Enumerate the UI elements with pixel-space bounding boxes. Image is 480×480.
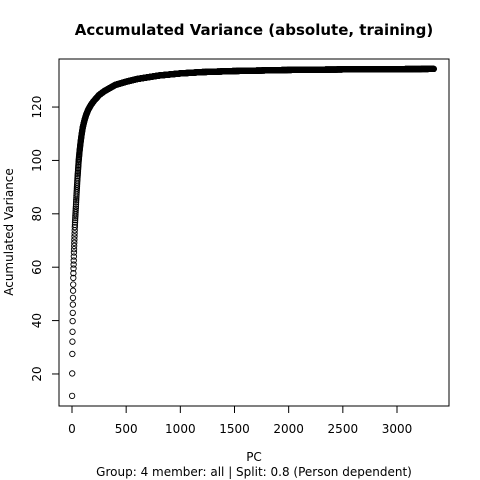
data-point bbox=[69, 350, 76, 358]
data-point bbox=[70, 249, 78, 256]
y-tick-label: 20 bbox=[30, 366, 44, 381]
data-point bbox=[68, 392, 76, 400]
data-point bbox=[70, 246, 78, 253]
data-point bbox=[72, 198, 80, 206]
x-tick-label: 1500 bbox=[219, 422, 250, 436]
x-tick-label: 1000 bbox=[165, 422, 196, 436]
data-point bbox=[71, 224, 78, 231]
x-axis-label: PC bbox=[246, 450, 262, 464]
x-tick-label: 3000 bbox=[382, 422, 413, 436]
data-point bbox=[73, 196, 80, 204]
data-point bbox=[69, 287, 77, 294]
data-point bbox=[70, 265, 77, 272]
y-axis: 20 40 60 80 100 120 bbox=[30, 96, 60, 382]
data-point bbox=[70, 281, 77, 288]
data-point bbox=[69, 301, 77, 308]
x-tick-label: 2500 bbox=[328, 422, 359, 436]
chart-subtitle: Group: 4 member: all | Split: 0.8 (Perso… bbox=[96, 465, 412, 479]
data-point bbox=[72, 203, 80, 210]
data-point bbox=[72, 209, 79, 216]
data-point bbox=[69, 328, 76, 335]
data-point bbox=[72, 205, 79, 212]
data-point bbox=[72, 201, 80, 208]
plot-frame bbox=[58, 58, 450, 407]
data-point bbox=[71, 221, 79, 228]
data-point bbox=[69, 338, 76, 345]
x-tick-label: 2000 bbox=[273, 422, 304, 436]
data-point bbox=[69, 294, 77, 302]
data-point bbox=[71, 230, 78, 237]
y-tick-label: 100 bbox=[30, 149, 44, 172]
data-point bbox=[71, 242, 78, 250]
x-tick-label: 0 bbox=[68, 422, 76, 436]
data-point bbox=[69, 370, 76, 377]
data-point bbox=[70, 253, 77, 260]
x-axis: 0 500 1000 1500 2000 2500 3000 bbox=[68, 405, 413, 436]
data-point bbox=[430, 65, 437, 73]
data-point bbox=[72, 207, 79, 214]
y-tick-label: 40 bbox=[30, 313, 44, 328]
data-point bbox=[71, 236, 78, 243]
y-tick-label: 80 bbox=[30, 206, 44, 221]
data-point bbox=[70, 257, 77, 264]
plot-points bbox=[68, 65, 437, 400]
data-point bbox=[69, 317, 76, 325]
data-point bbox=[71, 219, 79, 226]
data-point bbox=[69, 309, 76, 316]
y-tick-label: 120 bbox=[30, 96, 44, 119]
data-point bbox=[71, 239, 78, 246]
x-tick-label: 500 bbox=[115, 422, 138, 436]
data-point bbox=[71, 233, 78, 240]
data-point bbox=[70, 261, 77, 268]
y-tick-label: 60 bbox=[30, 260, 44, 275]
y-axis-label: Acumulated Variance bbox=[2, 168, 16, 296]
data-point bbox=[71, 216, 79, 224]
data-point bbox=[70, 274, 77, 282]
data-point bbox=[70, 270, 77, 277]
chart-title: Accumulated Variance (absolute, training… bbox=[75, 21, 433, 39]
